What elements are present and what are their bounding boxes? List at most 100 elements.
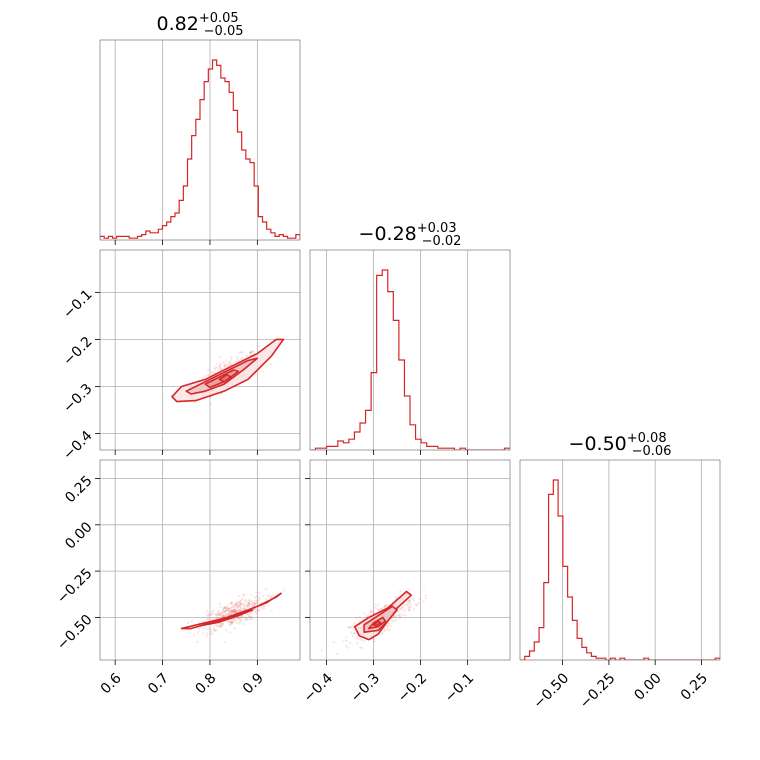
scatter-point bbox=[256, 608, 259, 611]
scatter-point bbox=[251, 601, 254, 604]
scatter-point bbox=[245, 617, 248, 620]
scatter-point bbox=[230, 356, 233, 359]
title-2: −0.50+0.08 −0.06 bbox=[569, 431, 672, 459]
scatter-point bbox=[243, 619, 247, 622]
scatter-point bbox=[408, 601, 411, 604]
scatter-point bbox=[241, 616, 244, 619]
scatter-point bbox=[404, 613, 407, 617]
scatter-point bbox=[251, 604, 254, 607]
histogram-1 bbox=[310, 269, 510, 450]
scatter-point bbox=[398, 614, 401, 617]
scatter-point bbox=[223, 610, 226, 613]
scatter-point bbox=[422, 600, 425, 603]
scatter-point bbox=[248, 605, 251, 608]
scatter-point bbox=[243, 615, 247, 619]
scatter-point bbox=[412, 596, 415, 599]
scatter-point bbox=[224, 365, 227, 368]
scatter-point bbox=[230, 602, 233, 605]
scatter-point bbox=[371, 610, 374, 613]
scatter-point bbox=[249, 602, 252, 605]
scatter-point bbox=[262, 607, 265, 610]
scatter-point bbox=[227, 611, 230, 614]
scatter-point bbox=[424, 594, 428, 597]
scatter-point bbox=[227, 612, 230, 616]
title-1: −0.28+0.03 −0.02 bbox=[359, 221, 462, 249]
scatter-point bbox=[237, 603, 240, 606]
scatter-point bbox=[214, 617, 217, 620]
scatter-point bbox=[238, 618, 241, 621]
scatter-point bbox=[241, 356, 245, 359]
scatter-point bbox=[234, 610, 238, 613]
scatter-point bbox=[256, 599, 259, 602]
scatter-point bbox=[234, 602, 237, 605]
scatter-point bbox=[224, 606, 227, 609]
scatter-point bbox=[232, 605, 235, 608]
scatter-point bbox=[400, 608, 403, 611]
scatter-point bbox=[216, 613, 219, 617]
scatter-point bbox=[231, 610, 234, 613]
scatter-point bbox=[246, 604, 249, 607]
axes-frame bbox=[309, 459, 511, 661]
scatter-point bbox=[219, 624, 222, 627]
title-upper-err: +0.05 bbox=[199, 11, 239, 26]
scatter-point bbox=[354, 631, 357, 634]
scatter-point bbox=[244, 607, 247, 611]
scatter-point bbox=[377, 603, 380, 606]
scatter-point bbox=[214, 366, 217, 370]
scatter-point bbox=[248, 351, 251, 354]
ytick-label-p2: 0.25 bbox=[62, 473, 95, 506]
scatter-point bbox=[393, 615, 396, 618]
xtick-label-p0: 0.6 bbox=[98, 670, 125, 697]
scatter-point bbox=[234, 603, 237, 606]
scatter-point bbox=[217, 612, 220, 616]
scatter-point bbox=[246, 613, 249, 616]
scatter-point bbox=[422, 585, 426, 588]
scatter-point bbox=[244, 604, 247, 607]
scatter-point bbox=[229, 612, 233, 615]
scatter-point bbox=[198, 628, 201, 631]
scatter-point bbox=[228, 607, 231, 610]
scatter-point bbox=[255, 600, 258, 603]
scatter-point bbox=[348, 625, 351, 629]
scatter-point bbox=[219, 613, 222, 616]
xtick-label-p1: −0.2 bbox=[395, 670, 430, 705]
scatter-point bbox=[412, 607, 415, 610]
scatter-point bbox=[395, 619, 398, 622]
scatter-point bbox=[406, 603, 409, 607]
ytick-label-p1: −0.2 bbox=[60, 334, 95, 369]
scatter-point bbox=[387, 622, 390, 625]
scatter-point bbox=[369, 611, 373, 614]
panel-1-0 bbox=[95, 249, 301, 455]
scatter-point bbox=[221, 608, 224, 611]
scatter-point bbox=[238, 351, 242, 354]
scatter-point bbox=[398, 610, 401, 614]
scatter-point bbox=[417, 602, 420, 605]
scatter-point bbox=[217, 368, 220, 371]
scatter-point bbox=[192, 633, 196, 636]
scatter-point bbox=[218, 613, 222, 616]
scatter-point bbox=[186, 622, 190, 625]
contour-level-2 bbox=[209, 615, 237, 625]
scatter-point bbox=[235, 602, 239, 606]
scatter-point bbox=[365, 615, 368, 618]
axes-frame bbox=[99, 39, 301, 241]
scatter-point bbox=[234, 620, 237, 623]
scatter-point bbox=[206, 617, 209, 621]
scatter-point bbox=[219, 367, 223, 370]
axes-frame bbox=[519, 459, 721, 661]
scatter-point bbox=[250, 615, 253, 618]
scatter-point bbox=[194, 401, 197, 404]
scatter-point bbox=[402, 610, 405, 613]
ytick-label-p2: −0.25 bbox=[54, 565, 96, 607]
scatter-point bbox=[230, 609, 233, 612]
scatter-point bbox=[258, 596, 261, 599]
scatter-point bbox=[223, 614, 226, 617]
title-median: −0.50 bbox=[569, 433, 627, 455]
scatter-point bbox=[373, 640, 376, 643]
histogram-2 bbox=[520, 479, 720, 660]
scatter-point bbox=[407, 606, 410, 609]
scatter-point bbox=[239, 602, 243, 605]
scatter-point bbox=[399, 616, 402, 619]
scatter-point bbox=[240, 602, 243, 605]
